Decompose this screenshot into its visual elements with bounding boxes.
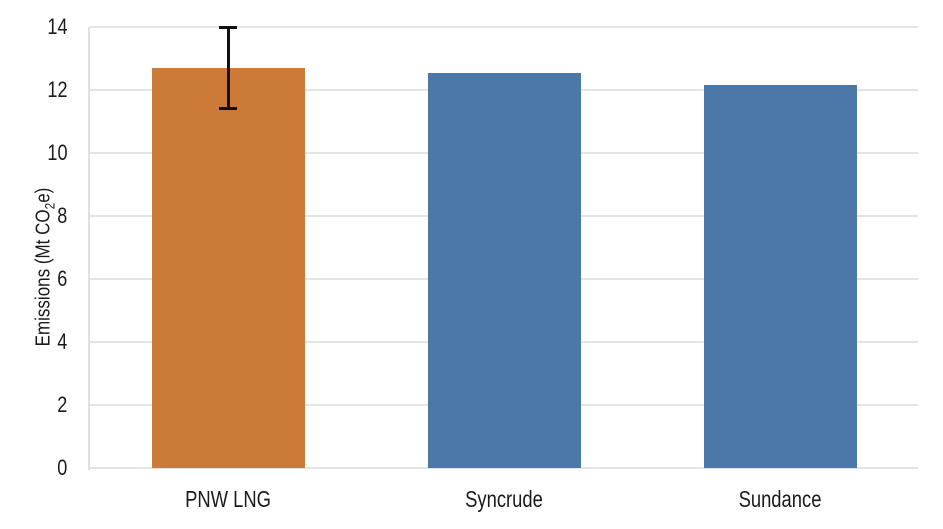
y-axis-title: Emissions (Mt CO2e) bbox=[33, 188, 58, 347]
y-tick-label-12: 12 bbox=[46, 77, 67, 102]
y-tick-label-8: 8 bbox=[56, 203, 67, 228]
bar-syncrude bbox=[427, 72, 581, 468]
gridline-y-14 bbox=[90, 26, 918, 28]
y-tick-label-6: 6 bbox=[56, 266, 67, 291]
bar-pnw-lng bbox=[151, 67, 305, 468]
error-bar-line-pnw-lng bbox=[226, 27, 230, 109]
y-tick-label-2: 2 bbox=[56, 392, 67, 417]
error-bar-cap-top-pnw-lng bbox=[219, 26, 237, 29]
y-axis-title-subscript: 2 bbox=[41, 202, 58, 210]
y-tick-label-14: 14 bbox=[46, 14, 67, 39]
gridline-y-0 bbox=[90, 467, 918, 469]
y-tick-label-10: 10 bbox=[46, 140, 67, 165]
x-tick-label-pnw-lng: PNW LNG bbox=[185, 486, 271, 512]
y-tick-label-0: 0 bbox=[56, 455, 67, 480]
bar-sundance bbox=[703, 85, 857, 468]
error-bar-cap-bottom-pnw-lng bbox=[219, 106, 237, 110]
y-axis-title-text: Emissions (Mt CO bbox=[32, 209, 55, 347]
x-tick-label-sundance: Sundance bbox=[738, 486, 822, 512]
x-tick-label-syncrude: Syncrude bbox=[465, 486, 543, 512]
y-tick-label-4: 4 bbox=[56, 329, 67, 354]
y-axis-line bbox=[88, 27, 90, 470]
y-axis-title-text-end: e) bbox=[32, 187, 55, 203]
